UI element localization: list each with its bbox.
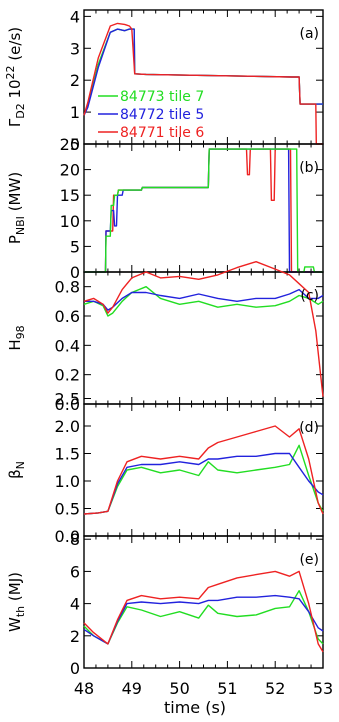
- y-tick-label: 0.8: [55, 278, 80, 297]
- x-tick-label: 49: [122, 679, 142, 698]
- y-tick-label: 2: [70, 627, 80, 646]
- y-tick-label: 1.5: [55, 445, 80, 464]
- legend-label: 84773 tile 7: [120, 89, 204, 105]
- x-axis-label: time (s): [164, 698, 226, 717]
- chart-panel: 0.00.51.01.52.02.5(d)βN: [6, 390, 323, 547]
- plot-frame: [84, 272, 323, 404]
- y-tick-label: 0: [70, 659, 80, 678]
- y-axis-label: βN: [6, 461, 27, 479]
- panel-label: (e): [299, 552, 319, 568]
- plot-frame: [84, 404, 323, 536]
- y-tick-label: 25: [60, 135, 80, 154]
- y-tick-label: 3: [70, 39, 80, 58]
- series-line: [84, 149, 323, 272]
- plot-frame: [84, 144, 323, 272]
- x-tick-label: 53: [313, 679, 333, 698]
- y-tick-label: 8: [70, 530, 80, 549]
- y-tick-label: 20: [60, 161, 80, 180]
- y-tick-label: 4: [70, 7, 80, 26]
- y-tick-label: 0.6: [55, 307, 80, 326]
- y-axis-label: H98: [6, 325, 27, 350]
- legend-entry: 84771 tile 6: [98, 125, 204, 141]
- y-tick-label: 0.2: [55, 366, 80, 385]
- x-tick-label: 48: [74, 679, 94, 698]
- y-tick-label: 2: [70, 71, 80, 90]
- panel-label: (b): [299, 160, 319, 176]
- legend-entry: 84772 tile 5: [98, 107, 204, 123]
- y-tick-label: 2.5: [55, 390, 80, 409]
- chart-panel: 0 2 4 6 8 (e) Wth (MJ): [6, 530, 323, 678]
- x-tick-label: 50: [169, 679, 189, 698]
- series-line: [84, 149, 323, 272]
- series-line: [84, 149, 323, 272]
- y-tick-label: 6: [70, 562, 80, 581]
- y-tick-label: 0.5: [55, 500, 80, 519]
- legend-label: 84772 tile 5: [120, 107, 204, 123]
- x-tick-label: 51: [217, 679, 237, 698]
- legend-label: 84771 tile 6: [120, 125, 204, 141]
- y-tick-label: 4: [70, 595, 80, 614]
- y-tick-label: 15: [60, 186, 80, 205]
- series-line: [84, 426, 323, 514]
- panel-label: (d): [299, 420, 319, 436]
- x-tick-label: 52: [265, 679, 285, 698]
- panel-label: (c): [300, 288, 319, 304]
- panel-label: (a): [299, 26, 319, 42]
- y-tick-label: 5: [70, 237, 80, 256]
- series-line: [84, 262, 323, 397]
- y-axis-label: PNBI (MW): [6, 172, 27, 244]
- y-tick-label: 2.0: [55, 417, 80, 436]
- y-tick-label: 0.4: [55, 336, 80, 355]
- y-tick-label: 10: [60, 212, 80, 231]
- y-axis-label: Wth (MJ): [6, 572, 27, 632]
- y-axis-label: ΓD2 1022 (e/s): [4, 27, 27, 127]
- y-tick-label: 1: [70, 103, 80, 122]
- legend-entry: 84773 tile 7: [98, 89, 204, 105]
- y-tick-label: 1.0: [55, 472, 80, 491]
- chart-panel: 0.00.20.40.60.8 (c)H98: [6, 262, 323, 414]
